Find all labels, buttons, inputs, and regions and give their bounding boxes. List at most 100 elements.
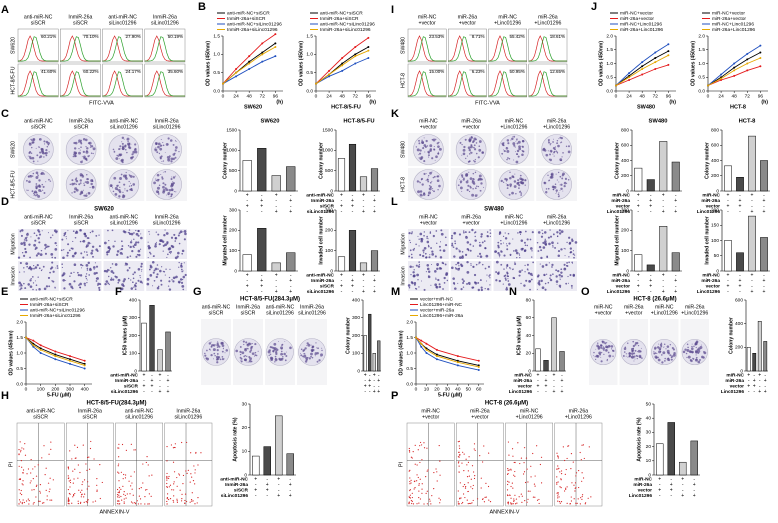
colony-dot <box>550 172 554 176</box>
cell-dot <box>25 262 29 266</box>
event-dot <box>416 464 418 466</box>
cell-dot <box>48 285 51 288</box>
cell-dot <box>413 283 416 286</box>
event-dot <box>560 487 562 489</box>
series-line <box>25 337 85 362</box>
event-dot <box>33 502 35 504</box>
colony-dot <box>471 145 473 147</box>
bar <box>736 177 744 192</box>
event-dot <box>539 463 541 466</box>
sign: - <box>693 487 695 493</box>
series-point <box>341 69 344 72</box>
series-point <box>435 353 438 356</box>
event-dot <box>409 488 411 491</box>
y-tick-label: 0 <box>330 188 333 194</box>
cell-dot <box>45 246 48 249</box>
colony-dot <box>437 175 440 178</box>
column-label: miR-NC <box>505 118 524 124</box>
event-dot <box>410 456 413 458</box>
y-tick-label: 100 <box>621 248 629 254</box>
cell-dot <box>63 234 66 237</box>
sign: + <box>275 209 278 215</box>
cell-dot <box>455 267 458 270</box>
colony-dot <box>243 355 245 358</box>
cell-dot <box>457 282 459 284</box>
y-tick-label: 300 <box>129 315 137 321</box>
sign: - <box>637 198 639 204</box>
series-point <box>248 68 251 70</box>
y-tick-label: 0.5 <box>306 70 313 76</box>
legend-label: InmiR-26a+siSCR <box>227 16 266 22</box>
event-dot <box>173 446 175 449</box>
colony-dot <box>555 189 558 192</box>
event-dot <box>166 493 169 495</box>
colony-dot <box>157 193 160 195</box>
colony-dot <box>315 355 316 357</box>
column-label: siSCR <box>31 124 46 130</box>
sign-row-label: siSCR <box>124 383 139 389</box>
event-dot <box>579 503 581 505</box>
event-dot <box>581 472 583 474</box>
series-point <box>641 68 644 70</box>
cell-dot <box>160 279 163 282</box>
cell-dot <box>407 284 411 287</box>
colony-dot <box>310 352 313 356</box>
colony-dot <box>123 194 126 198</box>
cell-dot <box>497 246 500 249</box>
colony-dot <box>214 355 216 357</box>
event-dot <box>92 501 94 503</box>
cell-dot <box>70 272 73 275</box>
colony-dot <box>423 160 426 163</box>
series-point <box>354 55 357 58</box>
colony-dot <box>221 356 224 358</box>
event-dot <box>174 446 176 449</box>
cell-dot <box>558 232 562 235</box>
event-dot <box>176 476 178 479</box>
colony-dot <box>459 180 463 183</box>
bar <box>337 158 346 192</box>
y-tick-label: 500 <box>325 168 333 174</box>
colony-dot <box>515 151 516 153</box>
event-dot <box>81 483 83 486</box>
sign: - <box>675 283 677 289</box>
cell-dot <box>137 279 140 282</box>
cell-dot <box>480 233 483 236</box>
event-dot <box>50 441 52 443</box>
sign-row-label: miR-26a <box>701 198 720 204</box>
colony-dot <box>39 138 41 140</box>
colony-dot <box>244 358 247 362</box>
colony-dot <box>155 178 157 180</box>
colony-dot <box>175 191 177 193</box>
cell-dot <box>86 254 89 256</box>
event-dot <box>74 468 76 470</box>
cell-dot <box>79 229 81 231</box>
cell-dot <box>574 241 578 244</box>
histogram-curve <box>102 71 143 97</box>
sign-row-label: Linc01296 <box>697 209 721 215</box>
colony-dot <box>558 192 560 194</box>
cell-dot <box>84 284 86 287</box>
image-title: SW620 <box>94 207 114 213</box>
event-dot <box>471 488 474 490</box>
colony-dot <box>420 177 424 181</box>
x-tick-label: 400 <box>81 386 89 392</box>
colony-dot <box>170 157 174 161</box>
colony-dot <box>697 347 701 351</box>
event-dot <box>120 488 122 490</box>
event-dot <box>510 497 512 499</box>
event-dot <box>439 460 441 462</box>
colony-dot <box>87 155 90 158</box>
event-dot <box>72 470 74 472</box>
colony-dot <box>71 182 75 186</box>
cell-dot <box>137 241 140 244</box>
cell-dot <box>465 235 467 238</box>
colony-dot <box>39 146 41 148</box>
image-title: HCT-8/5-FU(284.3μM) <box>240 297 300 303</box>
series-point <box>54 358 57 361</box>
colony-dot <box>254 354 257 357</box>
colony-dot <box>249 350 252 353</box>
cell-dot <box>429 232 432 234</box>
event-dot <box>118 447 120 449</box>
cell-dot <box>419 232 423 236</box>
event-dot <box>151 474 153 476</box>
